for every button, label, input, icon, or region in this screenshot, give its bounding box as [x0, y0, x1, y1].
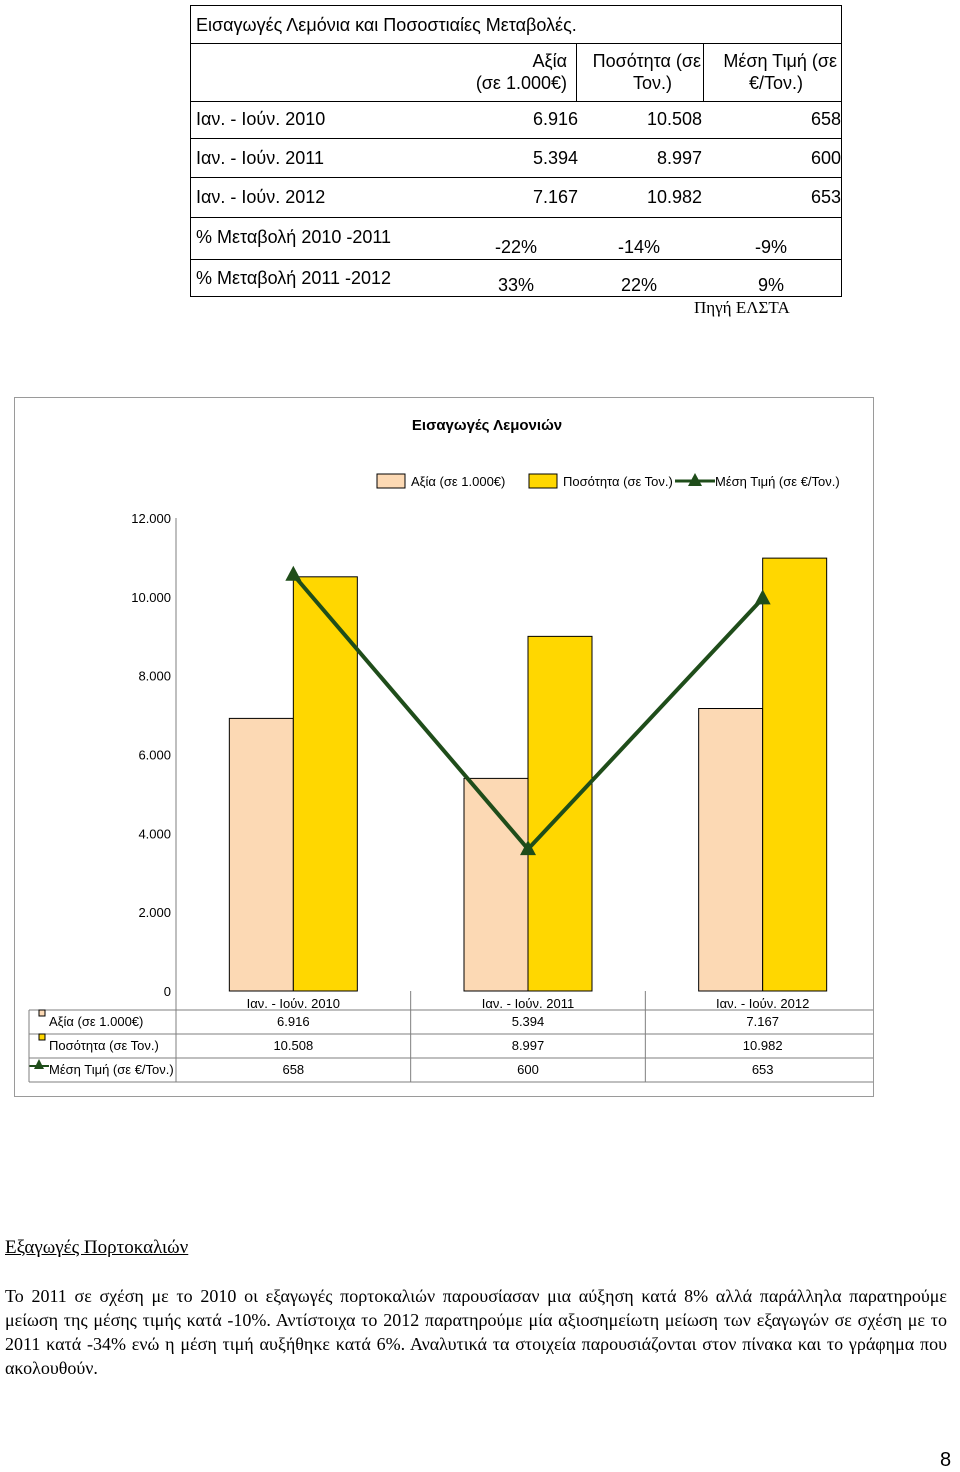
row-price: 653 — [810, 187, 841, 207]
header-price-line2: €/Τον.) — [748, 73, 803, 93]
table-divider — [191, 101, 841, 102]
chart-legend: Αξία (σε 1.000€) Ποσότητα (σε Τον.) Μέση Τ… — [376, 473, 840, 489]
table-divider — [191, 177, 841, 178]
row-quantity: 8.997 — [656, 148, 702, 168]
table-cell: 5.394 — [512, 1014, 545, 1029]
row-value: 7.167 — [532, 187, 578, 207]
table-row-label: Ποσότητα (σε Τον.) — [49, 1038, 159, 1053]
change-price: -9% — [754, 237, 787, 257]
header-quantity-line1: Ποσότητα (σε — [592, 51, 701, 71]
y-tick-label: 6.000 — [138, 748, 171, 763]
legend-marker — [688, 473, 702, 486]
header-price-line1: Μέση Τιμή (σε — [723, 51, 837, 71]
change-value: 33% — [497, 275, 535, 295]
change-price: 9% — [757, 275, 784, 295]
change-quantity: -14% — [617, 237, 661, 257]
y-tick-label: 12.000 — [131, 511, 171, 526]
bar — [698, 708, 764, 992]
header-divider — [703, 43, 704, 101]
row-label: Ιαν. - Ιούν. 2012 — [196, 187, 326, 207]
table-cell: 6.916 — [277, 1014, 310, 1029]
line-marker — [754, 589, 771, 605]
x-tick-label: Ιαν. - Ιούν. 2010 — [247, 996, 340, 1011]
legend-label: Αξία (σε 1.000€) — [411, 474, 505, 489]
line-marker — [520, 840, 536, 856]
table-divider — [191, 217, 841, 218]
table-cell: 7.167 — [746, 1014, 779, 1029]
row-quantity: 10.508 — [646, 109, 702, 129]
table-swatch — [38, 1033, 46, 1041]
legend-swatch — [376, 473, 406, 489]
table-marker — [34, 1059, 44, 1069]
imports-chart: Εισαγωγές Λεμονιών Αξία (σε 1.000€) Ποσότ… — [28, 417, 873, 1083]
change-label: % Μεταβολή 2010 -2011 — [196, 227, 392, 247]
header-quantity-line2: Τον.) — [632, 73, 672, 93]
x-tick-label: Ιαν. - Ιούν. 2012 — [716, 996, 809, 1011]
table-source: Πηγή ΕΛΣΤΑ — [694, 298, 790, 317]
y-tick-label: 2.000 — [138, 905, 171, 920]
bar — [762, 557, 828, 992]
chart-frame: Εισαγωγές Λεμονιών Αξία (σε 1.000€) Ποσότ… — [14, 397, 874, 1097]
change-quantity: 22% — [620, 275, 658, 295]
row-quantity: 10.982 — [646, 187, 702, 207]
chart-title: Εισαγωγές Λεμονιών — [412, 417, 562, 434]
legend-label: Ποσότητα (σε Τον.) — [563, 474, 673, 489]
table-cell: 600 — [517, 1062, 539, 1077]
chart-data-table: Αξία (σε 1.000€) 6.916 5.394 7.167 Ποσότητα … — [28, 991, 873, 1083]
row-value: 6.916 — [532, 109, 578, 129]
line-marker — [285, 565, 302, 581]
table-row-label: Αξία (σε 1.000€) — [49, 1014, 143, 1029]
imports-table: Εισαγωγές Λεμόνια και Ποσοστιαίες Μεταβο… — [190, 5, 842, 297]
table-title: Εισαγωγές Λεμόνια και Ποσοστιαίες Μεταβο… — [196, 15, 577, 35]
body-paragraph: Το 2011 σε σχέση με το 2010 οι εξαγωγές … — [5, 1286, 947, 1378]
legend-label: Μέση Τιμή (σε €/Τον.) — [715, 474, 840, 489]
chart-plot: 02.0004.0006.0008.00010.00012.0005705805… — [131, 511, 828, 1011]
row-price: 658 — [810, 109, 841, 129]
section-heading: Εξαγωγές Πορτοκαλιών — [5, 1237, 189, 1258]
table-cell: 658 — [282, 1062, 304, 1077]
row-price: 600 — [810, 148, 841, 168]
header-value-line2: (σε 1.000€) — [475, 73, 567, 93]
y-tick-label: 8.000 — [138, 669, 171, 684]
x-tick-label: Ιαν. - Ιούν. 2011 — [482, 996, 574, 1011]
table-divider — [191, 138, 841, 139]
page-number: 8 — [940, 1449, 952, 1471]
y-tick-label: 10.000 — [131, 590, 171, 605]
table-cell: 10.508 — [273, 1038, 313, 1053]
table-swatch — [38, 1009, 46, 1017]
table-row-label: Μέση Τιμή (σε €/Τον.) — [49, 1062, 174, 1077]
table-divider — [191, 43, 841, 44]
table-cell: 10.982 — [743, 1038, 783, 1053]
y-tick-label: 0 — [164, 984, 171, 999]
table-divider — [191, 259, 841, 260]
change-value: -22% — [494, 237, 538, 257]
table-cell: 8.997 — [512, 1038, 545, 1053]
legend-swatch — [528, 473, 558, 489]
row-label: Ιαν. - Ιούν. 2011 — [196, 148, 324, 168]
change-label: % Μεταβολή 2011 -2012 — [196, 268, 392, 288]
y-tick-label: 4.000 — [138, 826, 171, 841]
table-cell: 653 — [752, 1062, 774, 1077]
header-divider — [576, 43, 577, 101]
bar — [228, 717, 294, 992]
header-value-line1: Αξία — [532, 51, 567, 71]
bar — [292, 576, 358, 992]
row-label: Ιαν. - Ιούν. 2010 — [196, 109, 326, 129]
row-value: 5.394 — [532, 148, 578, 168]
